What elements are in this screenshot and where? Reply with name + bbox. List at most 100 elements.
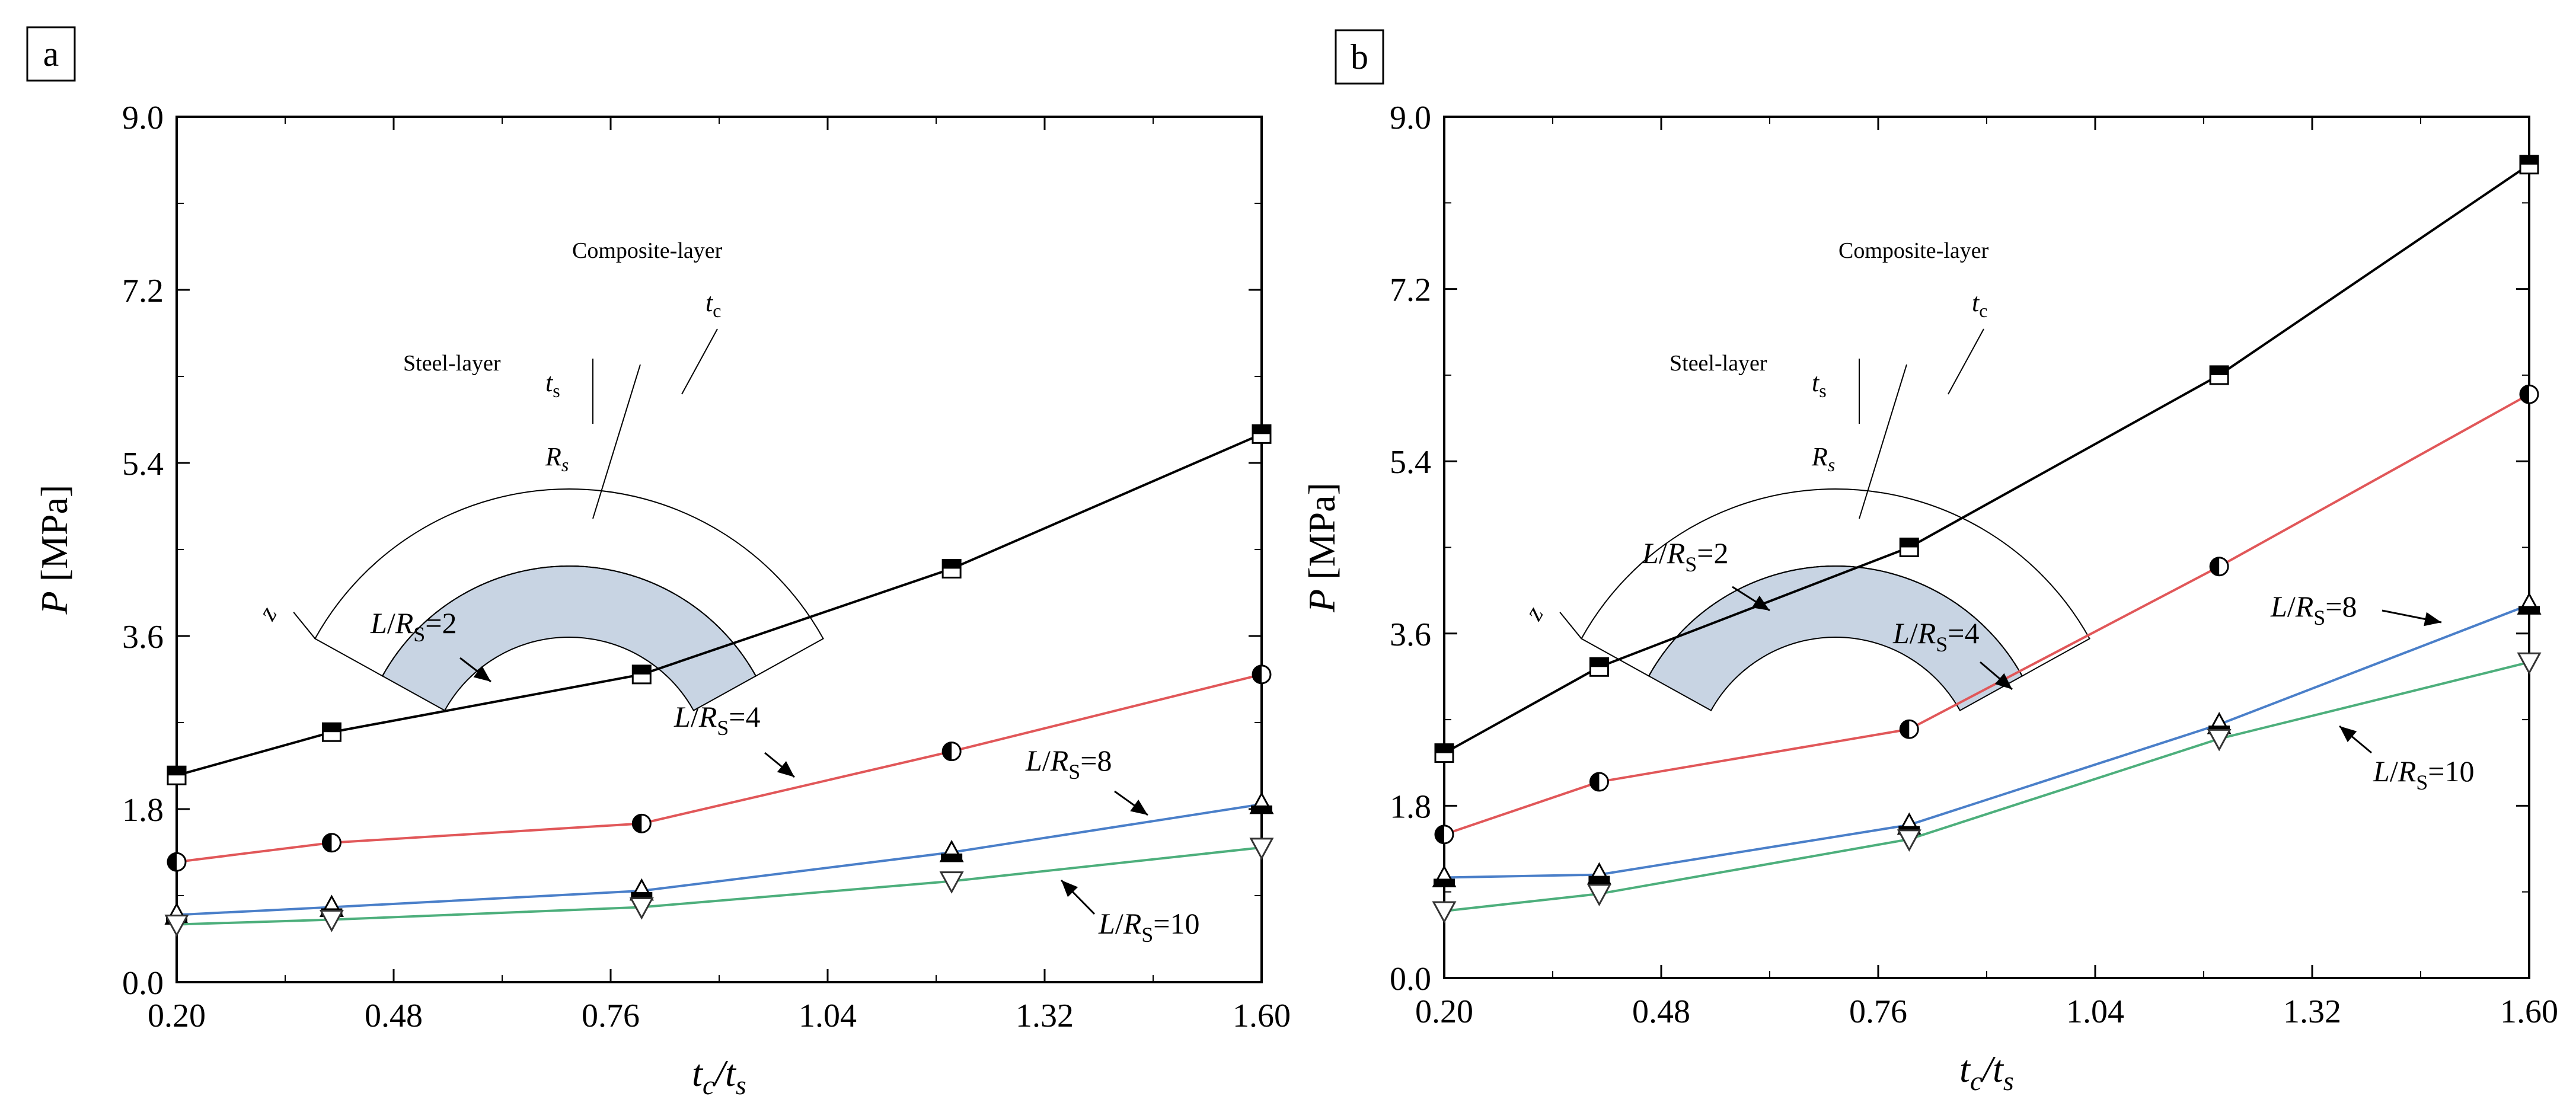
- label-slash: /: [387, 606, 395, 640]
- x-tick-label: 0.20: [1415, 993, 1473, 1030]
- marker-square-fill: [1900, 538, 1919, 548]
- annotation-arrow-head: [1061, 880, 1078, 897]
- label-sub: S: [1685, 552, 1697, 576]
- marker-circle-fill: [323, 833, 332, 852]
- x-tick-label: 0.20: [148, 998, 206, 1034]
- marker-circle-fill: [168, 853, 177, 871]
- label-L: L: [1025, 744, 1042, 777]
- x-tick-label: 1.32: [2283, 993, 2341, 1030]
- marker-circle-fill: [2210, 557, 2220, 576]
- label-sub: S: [413, 622, 425, 646]
- x-title-sub1: c: [1970, 1066, 1982, 1096]
- tc-sub: c: [1979, 300, 1987, 321]
- marker-triangle-fill: [1434, 878, 1455, 887]
- series-label: L/RS=2: [1642, 536, 1729, 576]
- label-slash: /: [1042, 744, 1051, 777]
- label-R: R: [1917, 616, 1936, 650]
- marker-square-fill: [168, 766, 186, 776]
- label-slash: /: [691, 700, 699, 733]
- label-slash: /: [1115, 907, 1123, 940]
- label-sub: S: [1936, 632, 1948, 656]
- rs-line: [1859, 364, 1907, 519]
- label-slash: /: [2390, 755, 2398, 788]
- interface-line: [1648, 565, 2023, 676]
- rs-base: R: [545, 442, 561, 471]
- series-label: L/RS=4: [673, 700, 761, 740]
- panel-label-box: [1335, 29, 1384, 85]
- y-tick-label: 5.4: [1390, 444, 1431, 481]
- y-tick-label: 1.8: [122, 792, 164, 829]
- tc-arrow: [681, 328, 718, 395]
- label-L: L: [673, 700, 691, 733]
- rs-label: Rs: [545, 442, 569, 475]
- label-ratio-value: 10: [1170, 907, 1200, 940]
- x-title-mid: /t: [1980, 1048, 2004, 1090]
- y-tick-label: 7.2: [1390, 272, 1431, 309]
- x-axis-title: tc/ts: [1959, 1048, 2014, 1096]
- label-L: L: [2373, 755, 2390, 788]
- label-R: R: [2295, 590, 2314, 623]
- x-tick-label: 1.60: [2500, 993, 2558, 1030]
- label-R: R: [1667, 536, 1686, 570]
- x-title-t1: t: [692, 1052, 704, 1094]
- marker-square-fill: [323, 723, 341, 733]
- rs-sub: s: [1828, 454, 1835, 475]
- marker-square-fill: [2210, 366, 2229, 375]
- label-sub: S: [1141, 923, 1153, 947]
- ts-sub: s: [553, 380, 560, 401]
- marker-triangle-fill: [2518, 606, 2540, 614]
- annotation-arrow-head: [2339, 726, 2357, 743]
- series-label: L/RS=10: [1098, 907, 1200, 947]
- tc-sub: c: [713, 300, 721, 321]
- marker-square-fill: [2520, 155, 2538, 165]
- tc-arrow: [1948, 328, 1984, 395]
- label-ratio-value: 4: [746, 700, 761, 733]
- rs-line: [592, 364, 641, 519]
- x-title-mid: /t: [713, 1052, 737, 1094]
- x-tick-label: 0.48: [1632, 993, 1690, 1030]
- label-slash: /: [1910, 616, 1918, 650]
- x-title-sub2: s: [736, 1070, 746, 1100]
- y-axis-title: P [MPa]: [1301, 482, 1343, 613]
- series-line: [176, 803, 1262, 916]
- marker-triangle-down: [629, 897, 654, 920]
- x-title-t1: t: [1959, 1048, 1971, 1090]
- y-tick-label: 3.6: [122, 619, 164, 656]
- marker-square-fill: [1253, 425, 1271, 434]
- y-tick-label: 0.0: [122, 965, 164, 1002]
- tc-label: tc: [706, 288, 721, 321]
- y-tick-label: 1.8: [1390, 788, 1431, 825]
- label-ratio-value: 4: [1965, 616, 1980, 650]
- annotation-arrow-head: [1130, 799, 1148, 815]
- label-L: L: [1892, 616, 1910, 650]
- marker-circle-fill: [2520, 385, 2529, 404]
- label-L: L: [370, 606, 387, 640]
- label-slash: /: [2287, 590, 2296, 623]
- label-sub: S: [2416, 771, 2428, 794]
- label-ratio-value: 2: [442, 606, 457, 640]
- rs-sub: s: [561, 454, 569, 475]
- marker-triangle-down: [1587, 884, 1611, 907]
- x-tick-label: 1.32: [1016, 998, 1074, 1034]
- label-L: L: [2270, 590, 2287, 623]
- rs-base: R: [1811, 442, 1828, 471]
- annotation-arrow-head: [777, 760, 794, 777]
- panel-b: b 0.20 0.48 0.76 1.04 1.32 1.60 0.0 1.8 3.6 5.4 7.2…: [1301, 29, 2558, 1096]
- marker-circle-fill: [943, 742, 952, 760]
- annotation-arrow-head: [2424, 612, 2441, 627]
- y-tick-label: 9.0: [1390, 100, 1431, 136]
- x-tick-label: 0.48: [365, 998, 423, 1034]
- marker-circle-fill: [1253, 665, 1262, 683]
- annotation-arrow-head: [1994, 673, 2012, 689]
- label-R: R: [1050, 744, 1069, 777]
- x-title-sub2: s: [2003, 1066, 2014, 1096]
- ts-label: ts: [1812, 368, 1827, 401]
- label-ratio: =: [2428, 755, 2444, 788]
- marker-triangle-fill: [1588, 875, 1610, 884]
- label-ratio: =: [1697, 536, 1713, 570]
- series-label: L/RS=2: [370, 606, 457, 646]
- y-tick-label: 0.0: [1390, 961, 1431, 998]
- label-ratio: =: [1153, 907, 1170, 940]
